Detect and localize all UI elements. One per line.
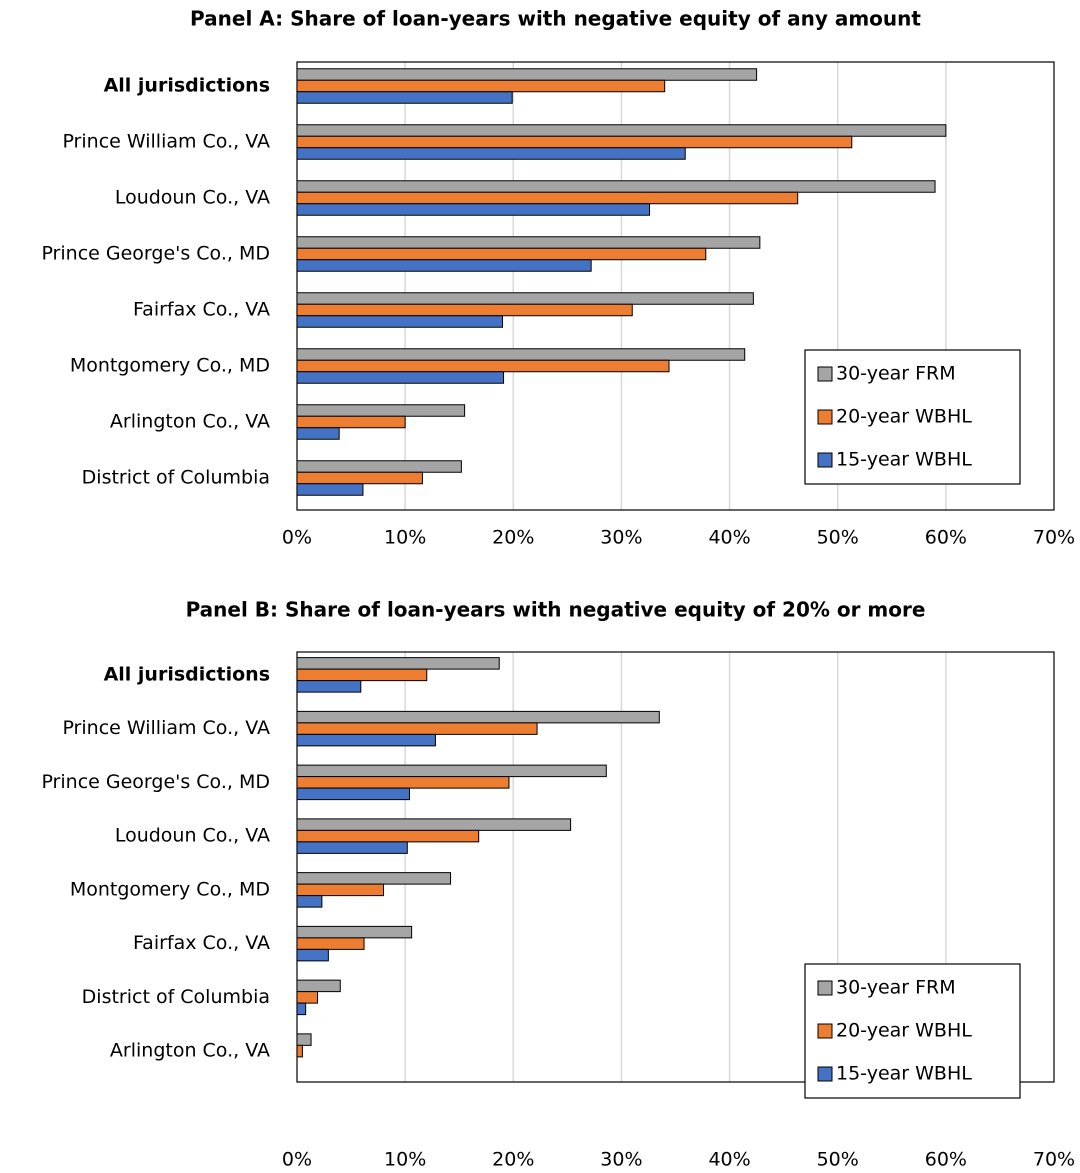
- legend-label: 15-year WBHL: [836, 1063, 972, 1085]
- x-tick-label: 30%: [600, 1149, 642, 1171]
- x-tick-label: 0%: [282, 527, 312, 549]
- plot-border: [296, 651, 1055, 1083]
- x-tick-label: 60%: [925, 1149, 967, 1171]
- bar: [296, 937, 365, 950]
- legend-box: [804, 349, 1021, 485]
- bar: [296, 483, 364, 496]
- bar: [296, 657, 500, 670]
- x-tick-label: 70%: [1033, 527, 1075, 549]
- bar: [296, 247, 707, 261]
- plot-border: [296, 61, 1055, 511]
- bar: [296, 733, 436, 747]
- bar: [296, 259, 592, 272]
- bar: [296, 303, 633, 317]
- bar: [296, 292, 754, 305]
- x-tick-label: 0%: [282, 1149, 312, 1171]
- bar: [296, 764, 607, 778]
- bar: [296, 203, 651, 216]
- bar: [296, 471, 423, 485]
- bar: [296, 415, 406, 429]
- bar: [296, 1002, 307, 1016]
- bar: [296, 925, 413, 939]
- x-tick-label: 70%: [1033, 1149, 1075, 1171]
- legend-swatch: [817, 1023, 833, 1039]
- bar: [296, 991, 319, 1004]
- y-tick-label: Prince William Co., VA: [62, 131, 270, 153]
- y-tick-label: Montgomery Co., MD: [70, 878, 270, 900]
- bar: [296, 680, 362, 693]
- bar: [296, 841, 408, 854]
- bar: [296, 979, 341, 993]
- bar: [296, 722, 538, 735]
- x-tick-label: 50%: [817, 527, 859, 549]
- y-tick-label: All jurisdictions: [104, 663, 270, 685]
- x-tick-label: 40%: [708, 527, 750, 549]
- bar: [296, 236, 761, 249]
- x-tick-label: 20%: [492, 527, 534, 549]
- y-tick-label: Prince George's Co., MD: [41, 243, 270, 265]
- bar: [296, 135, 853, 149]
- x-tick-label: 60%: [925, 527, 967, 549]
- legend-label: 15-year WBHL: [836, 449, 972, 471]
- bar: [296, 79, 666, 93]
- bar: [296, 191, 799, 205]
- bar: [296, 348, 746, 361]
- bar: [296, 180, 936, 193]
- bar: [296, 124, 947, 137]
- y-tick-label: District of Columbia: [82, 986, 270, 1008]
- legend-swatch: [817, 366, 833, 382]
- x-tick-label: 10%: [384, 527, 426, 549]
- bar: [296, 883, 385, 897]
- bar: [296, 427, 340, 440]
- legend-swatch: [817, 409, 833, 425]
- y-tick-label: All jurisdictions: [104, 75, 270, 97]
- bar: [296, 371, 505, 384]
- y-tick-label: Montgomery Co., MD: [70, 355, 270, 377]
- y-tick-label: District of Columbia: [82, 467, 270, 489]
- x-tick-label: 50%: [817, 1149, 859, 1171]
- bar: [296, 787, 410, 801]
- bar: [296, 710, 660, 724]
- chart-title: Panel B: Share of loan-years with negati…: [186, 598, 926, 622]
- bar: [296, 948, 329, 962]
- bar: [296, 895, 323, 908]
- y-tick-label: Loudoun Co., VA: [115, 825, 270, 847]
- bar: [296, 668, 428, 682]
- x-tick-label: 10%: [384, 1149, 426, 1171]
- legend-label: 20-year WBHL: [836, 1020, 972, 1042]
- bar: [296, 829, 480, 843]
- bar: [296, 147, 686, 160]
- bar: [296, 1033, 312, 1046]
- bar: [296, 68, 758, 81]
- bar: [296, 1044, 303, 1058]
- x-tick-label: 40%: [708, 1149, 750, 1171]
- y-tick-label: Prince William Co., VA: [62, 717, 270, 739]
- bar: [296, 872, 452, 885]
- legend-label: 20-year WBHL: [836, 406, 972, 428]
- legend-label: 30-year FRM: [836, 977, 956, 999]
- y-tick-label: Fairfax Co., VA: [133, 932, 270, 954]
- legend-swatch: [817, 1066, 833, 1082]
- legend-swatch: [817, 452, 833, 468]
- x-tick-label: 30%: [600, 527, 642, 549]
- legend-swatch: [817, 980, 833, 996]
- y-tick-label: Prince George's Co., MD: [41, 771, 270, 793]
- y-tick-label: Arlington Co., VA: [110, 411, 270, 433]
- bar: [296, 818, 572, 831]
- y-tick-label: Loudoun Co., VA: [115, 187, 270, 209]
- bar: [296, 776, 510, 789]
- x-tick-label: 20%: [492, 1149, 534, 1171]
- bar: [296, 315, 503, 328]
- bar: [296, 460, 462, 473]
- bar: [296, 359, 670, 373]
- y-tick-label: Arlington Co., VA: [110, 1040, 270, 1062]
- chart-title: Panel A: Share of loan-years with negati…: [190, 7, 921, 31]
- legend-box: [804, 963, 1021, 1099]
- legend-label: 30-year FRM: [836, 363, 956, 385]
- bar: [296, 404, 466, 417]
- y-tick-label: Fairfax Co., VA: [133, 299, 270, 321]
- bar: [296, 91, 513, 104]
